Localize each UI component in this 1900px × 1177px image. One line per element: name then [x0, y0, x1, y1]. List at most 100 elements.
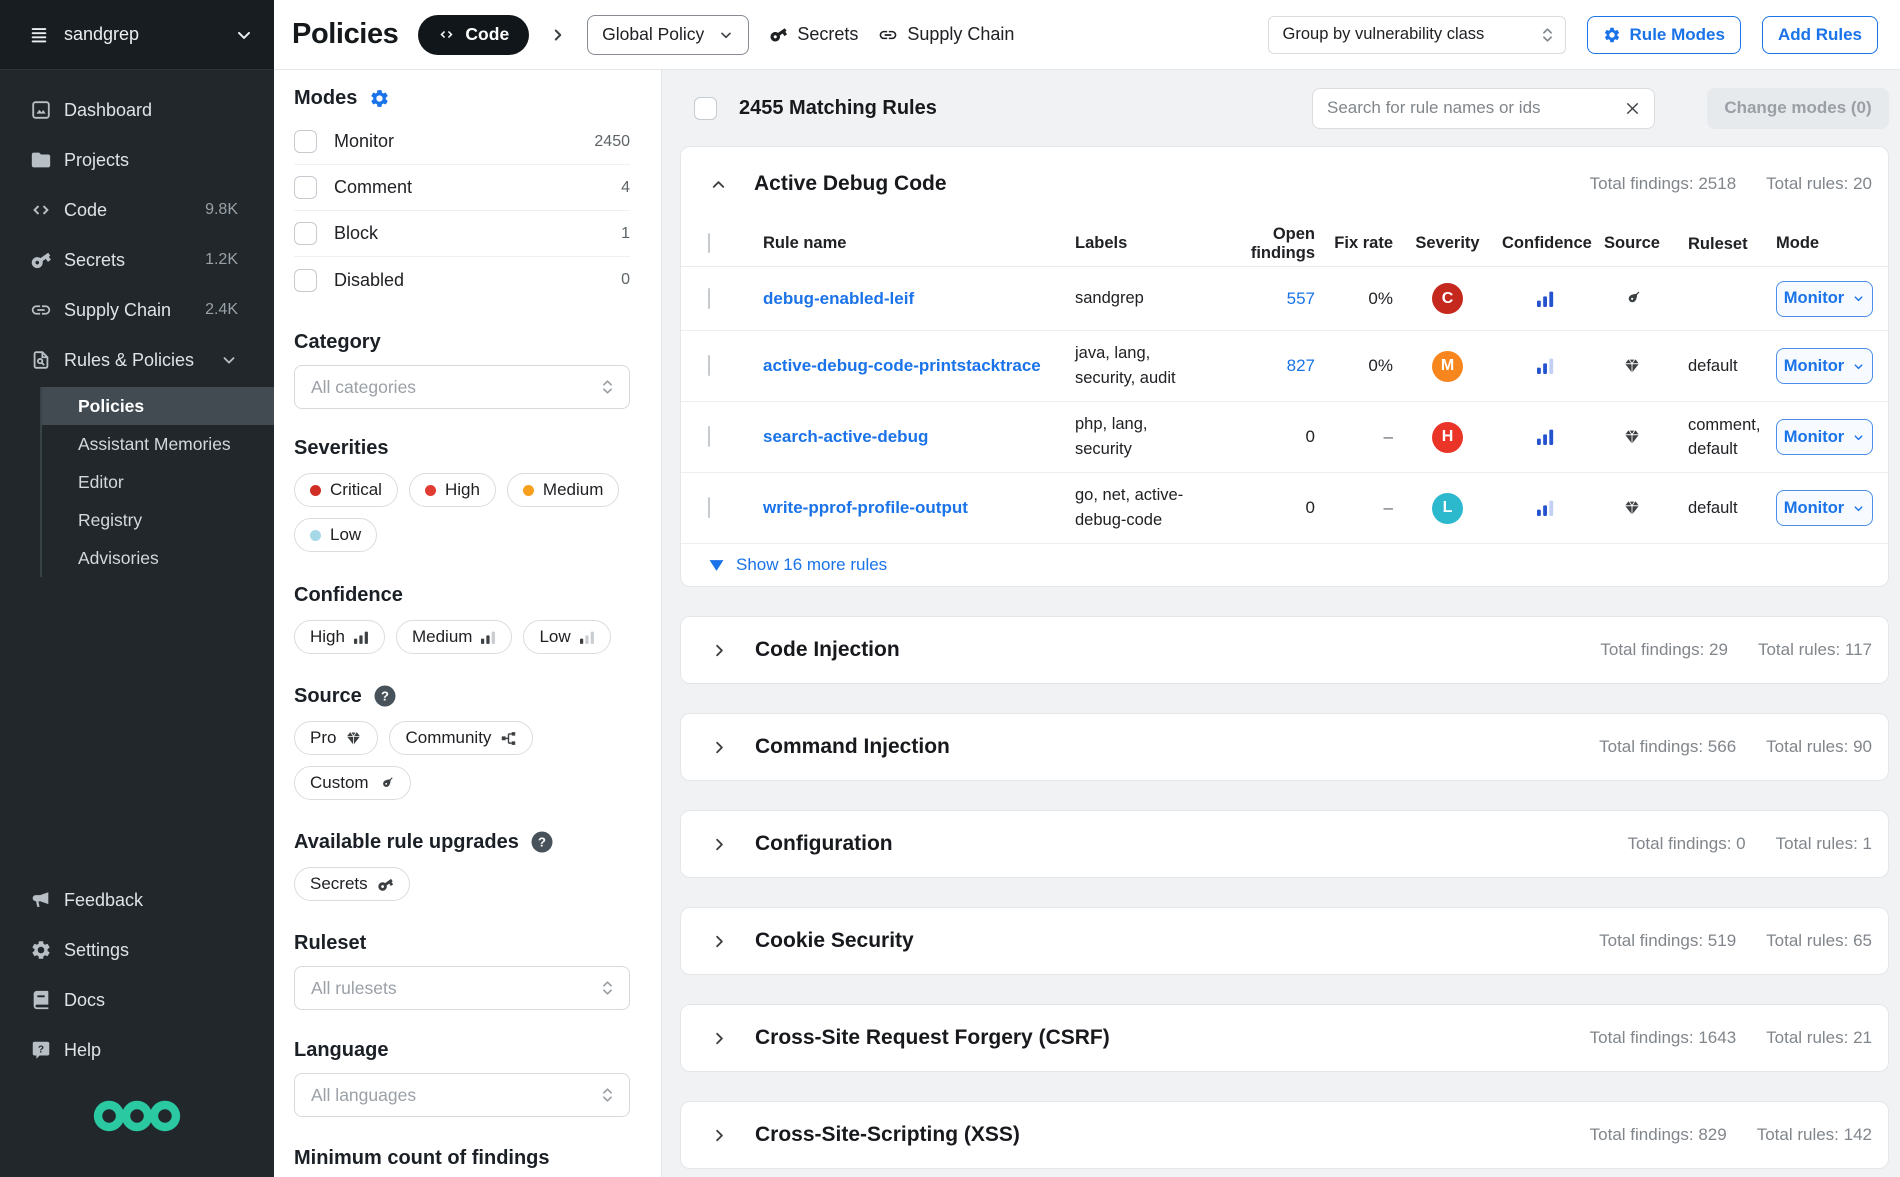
rule-name-link[interactable]: active-debug-code-printstacktrace [763, 356, 1041, 375]
book-icon [30, 989, 52, 1011]
collapse-icon[interactable] [709, 175, 728, 194]
comment-checkbox[interactable] [294, 176, 317, 199]
sidebar-item-rules-policies[interactable]: Rules & Policies [0, 335, 274, 385]
mode-dropdown[interactable]: Monitor [1776, 490, 1873, 526]
sidebar-item-label: Secrets [64, 249, 126, 270]
sidebar-item-help[interactable]: ? Help [0, 1025, 274, 1075]
policy-select[interactable]: Global Policy [587, 14, 750, 55]
add-rules-button[interactable]: Add Rules [1761, 15, 1878, 54]
section-card-configuration[interactable]: Configuration Total findings: 0 Total rul… [680, 810, 1889, 878]
expand-icon[interactable] [710, 738, 729, 757]
triangle-down-icon [709, 559, 724, 571]
section-card-xss[interactable]: Cross-Site-Scripting (XSS) Total finding… [680, 1101, 1889, 1169]
expand-icon[interactable] [710, 641, 729, 660]
sidebar-item-label: Settings [64, 939, 130, 960]
severity-chip-medium[interactable]: Medium [506, 473, 620, 507]
expand-icon[interactable] [710, 1126, 729, 1145]
sidebar-item-code[interactable]: Code 9.8K [0, 185, 274, 235]
gear-icon[interactable] [369, 88, 390, 109]
rule-name-link[interactable]: search-active-debug [763, 427, 929, 446]
sidebar-item-assistant-memories[interactable]: Assistant Memories [78, 433, 231, 454]
category-select[interactable]: All categories [294, 365, 630, 409]
header-checkbox[interactable] [708, 233, 710, 253]
severity-chip-critical[interactable]: Critical [294, 473, 398, 507]
confidence-chip-high[interactable]: High [294, 620, 385, 654]
row-checkbox[interactable] [708, 497, 710, 518]
select-all-checkbox[interactable] [694, 96, 717, 120]
confidence-chip-medium[interactable]: Medium [395, 620, 513, 654]
severity-chip-low[interactable]: Low [294, 518, 378, 552]
product-tab-supply-chain[interactable]: Supply Chain [878, 24, 1014, 45]
source-chip-community[interactable]: Community [389, 721, 534, 755]
product-tab-code[interactable]: Code [418, 14, 530, 55]
section-card-code-injection[interactable]: Code Injection Total findings: 29 Total r… [680, 616, 1889, 684]
search-input[interactable] [1327, 98, 1615, 118]
chevron-down-icon[interactable] [234, 25, 254, 45]
critical-dot [310, 484, 321, 496]
sidebar-item-registry[interactable]: Registry [78, 509, 143, 530]
filter-panel: Modes Monitor 2450 Comment 4 Block 1 [274, 70, 662, 1177]
mode-dropdown[interactable]: Monitor [1776, 348, 1873, 384]
sidebar-item-policies[interactable]: Policies [42, 387, 274, 425]
sidebar-item-secrets[interactable]: Secrets 1.2K [0, 235, 274, 285]
total-findings: Total findings: 0 [1627, 834, 1746, 853]
rule-name-link[interactable]: debug-enabled-leif [763, 288, 915, 308]
language-select[interactable]: All languages [294, 1073, 630, 1117]
sidebar-item-feedback[interactable]: Feedback [0, 875, 274, 925]
row-checkbox[interactable] [708, 355, 710, 376]
clear-search-icon[interactable] [1625, 101, 1640, 116]
open-findings-link[interactable]: 557 [1286, 288, 1315, 308]
row-checkbox[interactable] [708, 287, 710, 309]
modes-section-title: Modes [294, 85, 630, 111]
question-circle-icon[interactable]: ? [531, 831, 553, 853]
table-row: active-debug-code-printstacktrace java, … [681, 331, 1888, 402]
show-more-rules-button[interactable]: Show 16 more rules [681, 544, 1888, 586]
link-icon [878, 25, 898, 45]
expand-icon[interactable] [710, 1029, 729, 1048]
product-tab-secrets[interactable]: Secrets [769, 24, 858, 45]
mode-dropdown[interactable]: Monitor [1776, 280, 1873, 317]
chevron-down-icon [1854, 434, 1863, 440]
workspace-switcher[interactable]: sandgrep [0, 0, 274, 70]
confidence-chip-low[interactable]: Low [523, 620, 611, 654]
expand-icon[interactable] [710, 932, 729, 951]
labels-cell: java, lang, security, audit [1075, 344, 1176, 387]
total-rules: Total rules: 1 [1775, 834, 1872, 853]
sidebar-item-editor[interactable]: Editor [78, 471, 124, 492]
monitor-checkbox[interactable] [294, 130, 317, 153]
upgrade-chips: Secrets [294, 867, 630, 901]
expand-icon[interactable] [710, 835, 729, 854]
sidebar-item-label: Code [64, 199, 108, 220]
main-content: 2455 Matching Rules Change modes (0) Act… [662, 70, 1900, 1177]
severity-chip-high[interactable]: High [408, 473, 496, 507]
group-by-select[interactable]: Group by vulnerability class [1267, 15, 1566, 54]
sidebar-item-supply-chain[interactable]: Supply Chain 2.4K [0, 285, 274, 335]
open-findings-link[interactable]: 827 [1286, 356, 1315, 375]
sidebar-item-docs[interactable]: Docs [0, 975, 274, 1025]
rule-modes-button[interactable]: Rule Modes [1586, 15, 1741, 54]
row-checkbox[interactable] [708, 426, 710, 447]
hamburger-icon[interactable] [26, 24, 52, 46]
sidebar-item-settings[interactable]: Settings [0, 925, 274, 975]
section-card-command-injection[interactable]: Command Injection Total findings: 566 Tot… [680, 713, 1889, 781]
sidebar-item-dashboard[interactable]: Dashboard [0, 85, 274, 135]
source-chip-pro[interactable]: Pro [294, 721, 379, 755]
ruleset-select[interactable]: All rulesets [294, 966, 630, 1010]
sidebar-item-projects[interactable]: Projects [0, 135, 274, 185]
question-circle-icon[interactable]: ? [374, 685, 396, 707]
gem-icon [345, 730, 362, 747]
rule-name-link[interactable]: write-pprof-profile-output [763, 498, 968, 517]
disabled-checkbox[interactable] [294, 268, 317, 292]
change-modes-button[interactable]: Change modes (0) [1707, 87, 1889, 129]
labels-cell: go, net, active-debug-code [1075, 486, 1184, 529]
block-checkbox[interactable] [294, 222, 317, 245]
sidebar-item-advisories[interactable]: Advisories [78, 547, 159, 568]
source-chip-custom[interactable]: Custom [294, 766, 411, 800]
section-card-csrf[interactable]: Cross-Site Request Forgery (CSRF) Total … [680, 1004, 1889, 1072]
upgrade-chip-secrets[interactable]: Secrets [294, 867, 410, 901]
sidebar-item-label: Feedback [64, 889, 144, 910]
mode-dropdown[interactable]: Monitor [1776, 419, 1873, 455]
labels-cell: sandgrep [1075, 289, 1144, 307]
section-title: Configuration [755, 832, 893, 855]
section-card-cookie-security[interactable]: Cookie Security Total findings: 519 Total… [680, 907, 1889, 975]
